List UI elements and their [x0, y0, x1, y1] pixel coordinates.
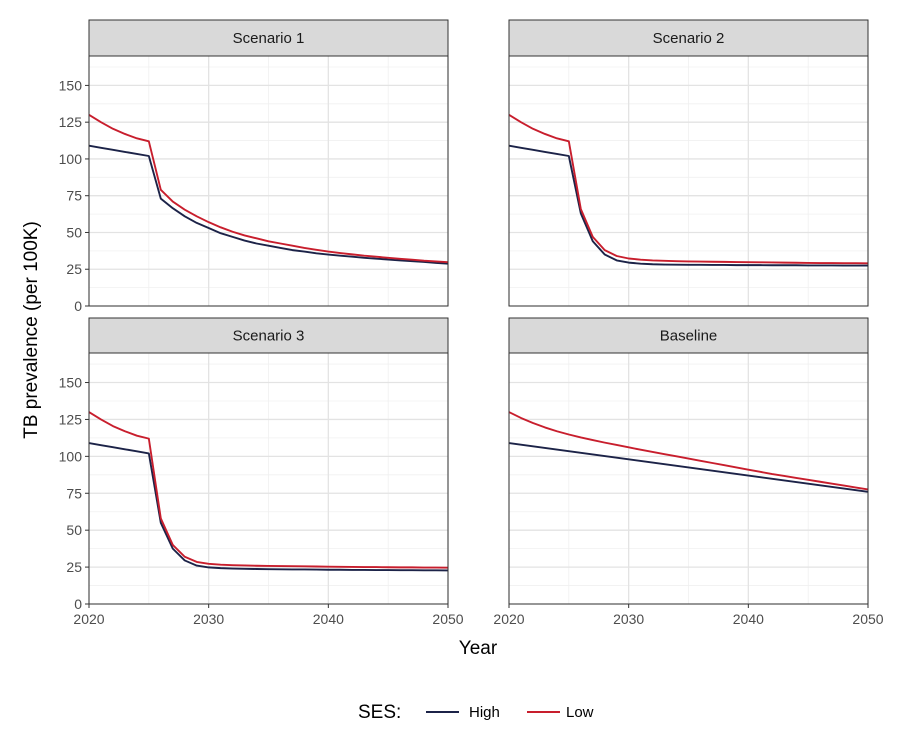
strip-label: Baseline	[660, 328, 718, 345]
y-tick-label: 100	[59, 448, 83, 464]
y-tick-label: 25	[66, 559, 82, 575]
strip-background	[508, 19, 869, 57]
axes-layer: 0 25 50 75 100 125 150 0 25 50 75 100 125 150 2020 2030…	[59, 77, 884, 627]
x-tick-label: 2030	[193, 611, 224, 627]
y-tick-label: 150	[59, 77, 83, 93]
x-tick-label: 2040	[313, 611, 344, 627]
y-tick-label: 75	[66, 485, 82, 501]
panel-scenario-2: Scenario 2	[508, 19, 869, 307]
x-tick-label: 2020	[73, 611, 104, 627]
strip-background	[508, 317, 869, 354]
y-tick-label: 0	[74, 596, 82, 612]
series-line-low	[508, 114, 869, 265]
legend-label-low: Low	[566, 704, 594, 721]
y-tick-label: 0	[74, 298, 82, 314]
y-tick-label: 100	[59, 151, 83, 167]
y-axis-title: TB prevalence (per 100K)	[21, 221, 42, 439]
legend: SES: High Low	[358, 702, 594, 723]
series-line-high	[508, 144, 868, 267]
strip-background	[88, 19, 449, 57]
panel-scenario-3: Scenario 3	[88, 317, 449, 605]
x-tick-label: 2020	[493, 611, 524, 627]
y-tick-label: 125	[59, 411, 83, 427]
panel-scenario-1: Scenario 1	[88, 19, 449, 307]
x-tick-label: 2050	[852, 611, 883, 627]
y-tick-label: 25	[66, 261, 82, 277]
panel-baseline: Baseline	[508, 317, 869, 605]
y-tick-label: 50	[66, 522, 82, 538]
series-line-high	[88, 442, 449, 572]
series-line-high	[508, 442, 869, 493]
panels-layer: Scenario 1 Scenario 2 Scenario 3 Baseline	[88, 19, 869, 605]
legend-items: High Low	[426, 704, 594, 721]
legend-title: SES:	[358, 702, 401, 723]
x-tick-label: 2050	[432, 611, 463, 627]
series-line-high	[88, 144, 449, 265]
x-tick-label: 2040	[733, 611, 764, 627]
strip-label: Scenario 3	[233, 328, 305, 345]
x-axis-title: Year	[459, 638, 498, 659]
y-tick-label: 150	[59, 375, 83, 391]
legend-label-high: High	[469, 704, 500, 721]
strip-label: Scenario 1	[233, 30, 305, 47]
y-tick-label: 75	[66, 188, 82, 204]
y-tick-label: 50	[66, 224, 82, 240]
series-line-low	[508, 411, 869, 491]
y-tick-label: 125	[59, 114, 83, 130]
strip-background	[88, 317, 449, 354]
series-line-low	[88, 114, 449, 264]
strip-label: Scenario 2	[653, 30, 725, 47]
x-tick-label: 2030	[613, 611, 644, 627]
series-line-low	[88, 411, 449, 569]
